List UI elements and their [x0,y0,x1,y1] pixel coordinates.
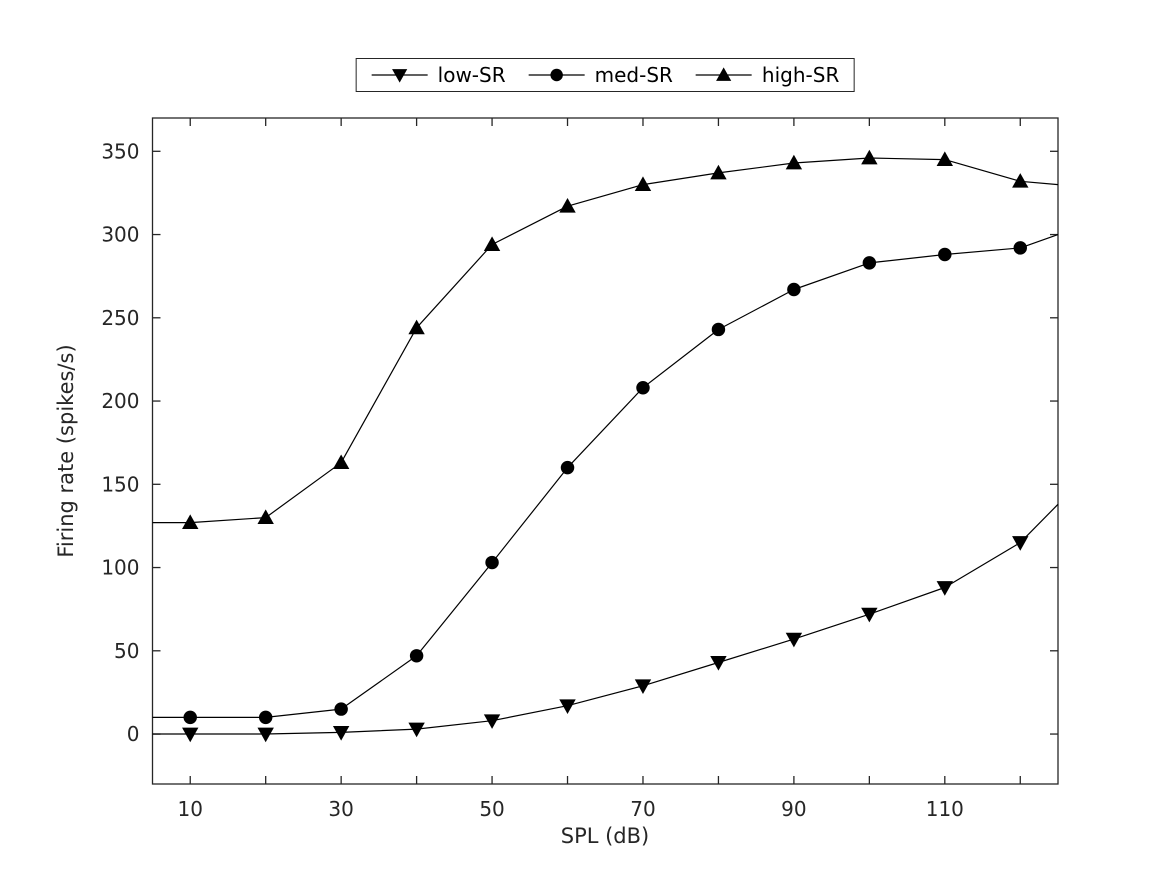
low-SR-marker [785,632,803,648]
axes-layer: 10 30 50 70 90 110 0 50 100 150 200 250 300 350 [101,117,1059,821]
legend-label: low-SR [437,63,506,87]
y-tick-label: 250 [101,306,139,330]
x-tick-label: 50 [479,797,504,821]
y-tick-label: 50 [114,639,139,663]
med-SR-line [152,234,1059,718]
legend-label: med-SR [594,63,673,87]
low-SR-marker [332,725,350,741]
series-layer [152,149,1059,743]
y-axis-label: Firing rate (spikes/s) [54,344,78,557]
low-SR-marker [559,699,576,714]
low-SR-marker [483,714,501,729]
low-SR-marker [257,727,274,743]
high-SR-marker [785,154,803,170]
x-tick-label: 110 [926,797,964,821]
low-SR-marker [408,722,425,738]
y-tick-label: 0 [127,722,140,746]
med-SR-marker [258,710,273,725]
low-SR-line [152,503,1059,735]
high-SR-marker [483,236,501,251]
triangle-up-icon [695,67,752,81]
x-tick-label: 30 [328,797,353,821]
high-SR-marker [408,319,425,335]
high-SR-marker [710,164,727,180]
x-tick-label: 90 [781,797,806,821]
low-SR-marker [710,656,727,671]
med-SR-marker [787,282,801,297]
legend-label: high-SR [761,63,840,87]
low-SR-marker [861,607,878,623]
low-SR-marker [1012,536,1029,551]
y-tick-label: 200 [101,389,139,413]
legend-marker-sample [392,69,408,83]
med-SR-marker [862,256,877,270]
y-tick-label: 350 [101,139,139,163]
legend-item-med-sr: med-SR [528,64,673,86]
med-SR-marker [183,710,197,725]
high-SR-marker [861,149,878,165]
legend: low-SR med-SR high-SR [355,58,855,92]
high-SR-marker [936,151,954,167]
y-tick-label: 300 [101,223,139,247]
high-SR-marker [182,514,199,529]
med-SR-marker [1013,241,1027,255]
high-SR-marker [257,509,274,524]
high-SR-marker [1012,173,1029,188]
med-SR-marker [334,702,348,716]
y-tick-label: 150 [101,472,139,496]
legend-marker-sample [716,67,732,81]
med-SR-marker [409,649,424,663]
legend-item-low-sr: low-SR [371,64,506,86]
x-axis-label: SPL (dB) [561,824,650,848]
low-SR-marker [936,581,954,596]
x-tick-label: 10 [178,797,203,821]
high-SR-line [152,157,1059,524]
legend-item-high-sr: high-SR [695,64,839,86]
x-tick-label: 70 [630,797,655,821]
high-SR-marker [559,198,576,213]
y-tick-label: 100 [101,556,139,580]
legend-marker-sample [550,68,563,82]
med-SR-marker [636,381,650,395]
circle-icon [528,68,585,82]
med-SR-marker [485,555,499,570]
med-SR-marker [938,247,952,262]
med-SR-marker [560,460,575,475]
triangle-down-icon [371,69,428,83]
low-SR-marker [634,679,652,694]
high-SR-marker [332,454,350,470]
low-SR-marker [182,727,199,743]
high-SR-marker [634,176,652,191]
med-SR-marker [711,322,726,337]
plot-border [151,117,1059,785]
